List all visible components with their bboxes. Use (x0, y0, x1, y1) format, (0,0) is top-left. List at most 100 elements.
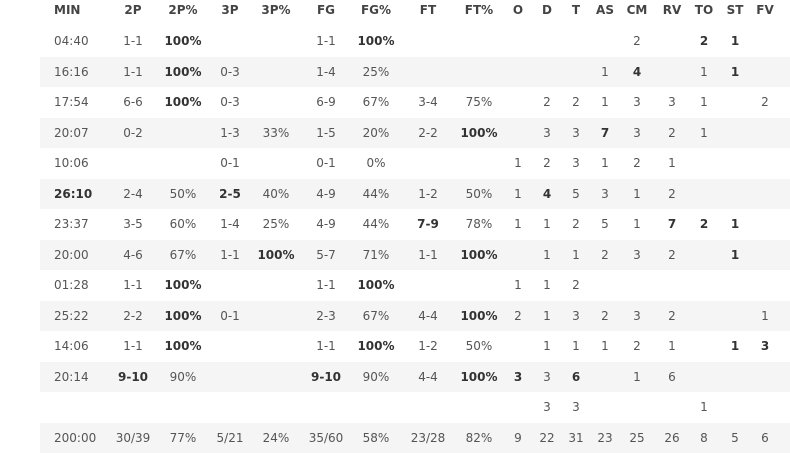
stat-cell: 1-1 (316, 270, 336, 301)
stat-cell: 2 (700, 209, 708, 240)
stat-cell: 4 (633, 57, 641, 88)
stat-cell: 1 (731, 240, 739, 271)
stat-cell: 24% (263, 423, 290, 453)
stat-cell: 3 (633, 301, 641, 332)
stat-cell: 50% (170, 179, 197, 210)
stat-cell: 1-2 (418, 331, 438, 362)
stat-cell: 1-1 (123, 26, 143, 57)
stat-cell: 40% (263, 179, 290, 210)
stat-cell: 100% (164, 87, 201, 118)
stat-cell: 100% (164, 301, 201, 332)
column-header: MIN (54, 0, 80, 23)
stat-cell: 1 (543, 209, 551, 240)
stat-cell: 44% (363, 179, 390, 210)
stat-cell: 3 (633, 87, 641, 118)
stat-cell: 100% (164, 331, 201, 362)
stat-cell: 50% (466, 331, 493, 362)
stat-cell: 100% (357, 331, 394, 362)
stat-cell: 25% (263, 209, 290, 240)
stat-cell: 100% (460, 362, 497, 393)
stat-cell: 1 (543, 240, 551, 271)
stat-cell: 2 (514, 301, 522, 332)
stat-cell: 1-4 (316, 57, 336, 88)
stat-cell: 1 (514, 179, 522, 210)
stat-cell: 1-3 (220, 118, 240, 149)
stat-cell: 1-1 (316, 331, 336, 362)
stat-cell: 5/21 (217, 423, 244, 453)
stat-cell: 6 (668, 362, 676, 393)
stat-cell: 1 (668, 148, 676, 179)
stat-cell: 100% (164, 57, 201, 88)
stat-cell: 35/60 (309, 423, 344, 453)
stat-cell: 200:00 (54, 423, 96, 453)
stat-cell: 1 (700, 118, 708, 149)
stat-cell: 4-9 (316, 179, 336, 210)
column-header: FV (756, 0, 773, 23)
stat-cell: 17:54 (54, 87, 89, 118)
stat-cell: 7 (601, 118, 609, 149)
column-header: FT (420, 0, 436, 23)
stat-cell: 67% (170, 240, 197, 271)
stat-cell: 1-2 (418, 179, 438, 210)
column-header: 3P% (261, 0, 290, 23)
stat-cell: 3 (572, 392, 580, 423)
stat-cell: 1 (668, 331, 676, 362)
stat-cell: 9-10 (311, 362, 341, 393)
stat-cell: 16:16 (54, 57, 89, 88)
stat-cell: 44% (363, 209, 390, 240)
stat-cell: 2-5 (219, 179, 241, 210)
stat-cell: 78% (466, 209, 493, 240)
stat-cell: 1 (601, 57, 609, 88)
column-header: FT% (465, 0, 493, 23)
stat-cell: 2 (572, 87, 580, 118)
stat-cell: 100% (460, 301, 497, 332)
stat-cell: 2-4 (123, 179, 143, 210)
stat-cell: 33% (263, 118, 290, 149)
stat-cell: 3 (633, 118, 641, 149)
stat-cell: 1 (700, 392, 708, 423)
column-header: 2P% (168, 0, 197, 23)
stat-cell: 6 (572, 362, 580, 393)
stat-cell: 3 (572, 148, 580, 179)
column-header: FG (317, 0, 335, 23)
stat-cell: 5 (731, 423, 739, 453)
stat-cell: 2 (668, 240, 676, 271)
stat-cell: 2 (601, 240, 609, 271)
column-header: 3P (221, 0, 238, 23)
stat-cell: 0-3 (220, 57, 240, 88)
stat-cell: 3 (514, 362, 522, 393)
stat-cell: 1 (633, 179, 641, 210)
stat-cell: 1-1 (220, 240, 240, 271)
stat-cell: 3 (601, 179, 609, 210)
column-header: RV (663, 0, 682, 23)
stat-cell: 8 (700, 423, 708, 453)
stat-cell: 20% (363, 118, 390, 149)
stat-cell: 1-1 (123, 331, 143, 362)
stat-cell: 3 (543, 392, 551, 423)
stat-cell: 3-5 (123, 209, 143, 240)
stat-cell: 2 (668, 118, 676, 149)
stat-cell: 0-1 (316, 148, 336, 179)
stat-cell: 82% (466, 423, 493, 453)
stat-cell: 1 (700, 57, 708, 88)
stat-cell: 3 (668, 87, 676, 118)
column-header: ST (727, 0, 744, 23)
stat-cell: 4 (543, 179, 551, 210)
stat-cell: 2-2 (123, 301, 143, 332)
stat-cell: 1-1 (123, 57, 143, 88)
stat-cell: 0-3 (220, 87, 240, 118)
stat-cell: 2 (601, 301, 609, 332)
stat-cell: 25 (629, 423, 644, 453)
stat-cell: 20:14 (54, 362, 89, 393)
column-header: O (513, 0, 523, 23)
stat-cell: 22 (539, 423, 554, 453)
stat-cell: 71% (363, 240, 390, 271)
stat-cell: 2-3 (316, 301, 336, 332)
stat-cell: 1 (601, 331, 609, 362)
stat-cell: 100% (164, 270, 201, 301)
stat-cell: 4-4 (418, 301, 438, 332)
